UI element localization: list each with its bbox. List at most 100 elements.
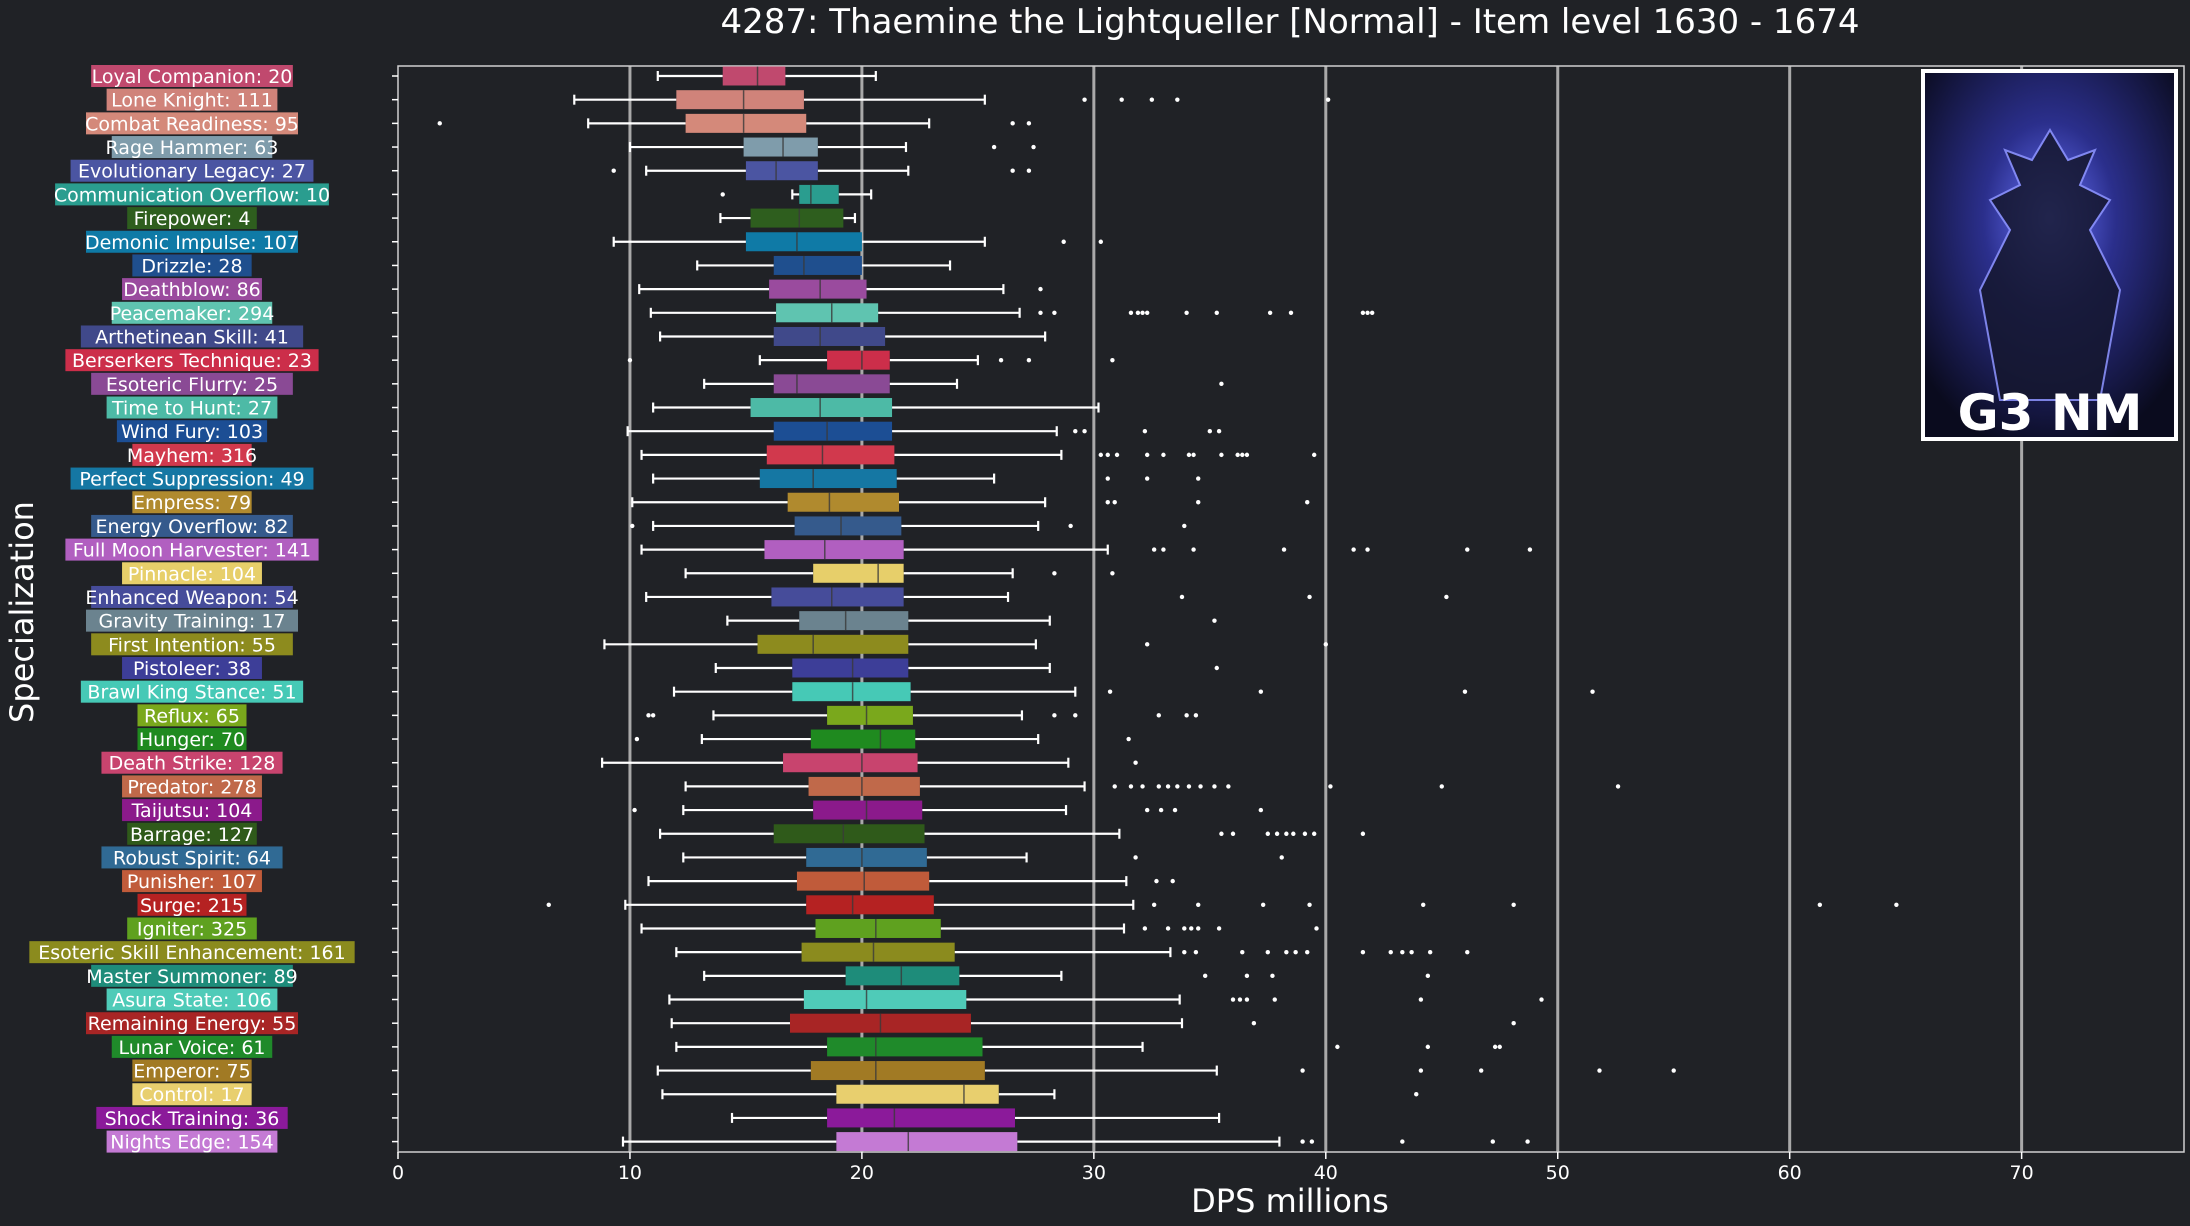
outlier-point [1615,784,1621,789]
spec-label-bg [101,846,283,869]
spec-label: Predator: 278 [127,776,256,798]
spec-label-bg [106,396,278,419]
box-iqr [743,137,818,157]
outlier-point [998,357,1004,363]
outlier-point [991,144,997,150]
box-row [652,469,1201,489]
spec-label-bg [106,988,278,1011]
box-row [573,90,1331,110]
spec-label-bg [55,183,329,206]
outlier-point [1198,784,1203,789]
outlier-point [1300,1068,1305,1073]
box-row [684,776,1621,796]
outlier-point [1082,97,1087,102]
outlier-point [1154,878,1159,884]
spec-label: Lunar Voice: 61 [118,1037,265,1059]
spec-label: Control: 17 [139,1084,244,1106]
outlier-point [1388,949,1393,955]
outlier-point [1265,831,1271,836]
box-iqr [796,871,930,891]
box-row [612,232,1104,252]
spec-label-bg [106,88,278,111]
outlier-point [1307,594,1312,600]
outlier-point [1272,997,1277,1002]
outlier-point [1142,926,1148,931]
box-row [640,445,1317,465]
outlier-point [1073,713,1078,718]
box-row [640,918,1319,938]
x-axis: 0 10 20 30 40 50 60 70 [392,75,2034,1184]
difficulty-badge: G3 NM [1958,384,2143,442]
spec-label: Taijutsu: 104 [131,800,253,822]
box-iqr [808,776,920,796]
spec-label: Combat Readiness: 95 [85,113,299,135]
outlier-point [1369,310,1375,315]
spec-label: Demonic Impulse: 107 [85,232,299,254]
box-row [631,492,1310,512]
outlier-point [1214,310,1219,315]
outlier-point [1186,784,1192,789]
outlier-point [1216,429,1222,434]
outlier-point [1360,949,1366,955]
x-tick-label-10: 10 [618,1162,642,1184]
box-iqr [794,516,902,536]
outlier-point [1274,831,1280,836]
outlier-point [1068,523,1073,529]
box-row [684,563,1115,583]
box-row [628,137,1036,157]
spec-label-bg [80,680,304,703]
box-iqr [773,421,893,441]
box-iqr [745,161,818,181]
box-row [703,966,1431,986]
outlier-point [1214,665,1219,671]
box-row [659,824,1366,844]
outlier-point [1465,547,1470,552]
spec-label: Surge: 215 [140,895,244,917]
outlier-point [1151,547,1157,552]
outlier-point [1010,121,1015,126]
outlier-point [1191,547,1196,552]
box-row [682,847,1284,867]
box-iqr [766,445,895,465]
outlier-point [1196,926,1201,931]
spec-label: Nights Edge: 154 [110,1132,274,1154]
outlier-point [1465,949,1470,955]
box-row [675,1037,1502,1057]
outlier-point [1135,310,1141,315]
spec-label: Esoteric Flurry: 25 [106,374,278,396]
outlier-point [1156,784,1161,789]
spec-label: Peacemaker: 294 [110,303,275,325]
outlier-point [1175,784,1180,789]
box-row [670,1013,1516,1033]
outlier-point [1894,902,1899,907]
outlier-point [1110,357,1115,363]
outlier-point [1439,784,1444,789]
x-tick-label-60: 60 [1778,1162,1802,1184]
box-iqr [806,847,927,867]
spec-label-bg [106,1130,278,1153]
outlier-point [1184,713,1189,718]
box-row [652,398,1100,418]
outlier-point [1107,689,1113,694]
spec-label: Time to Hunt: 27 [111,398,272,420]
outlier-point [1671,1068,1676,1073]
spec-label-bg [137,893,247,916]
box-iqr [750,208,844,228]
outlier-point [546,902,551,907]
outlier-point [1328,784,1333,789]
box-iqr [810,729,916,749]
outlier-point [1244,452,1250,458]
outlier-point [1193,713,1199,718]
box-iqr [810,1061,985,1081]
outlier-point [1425,1044,1431,1050]
spec-label-bg [101,751,283,774]
box-row [646,705,1199,725]
outlier-point [1590,689,1595,694]
outlier-point [1110,571,1115,576]
box-iqr [827,1037,983,1057]
spec-label-bg [127,207,257,230]
outlier-point [1182,523,1187,529]
outlier-point [1497,1044,1502,1050]
box-iqr [773,255,862,275]
x-tick-label-50: 50 [1546,1162,1570,1184]
